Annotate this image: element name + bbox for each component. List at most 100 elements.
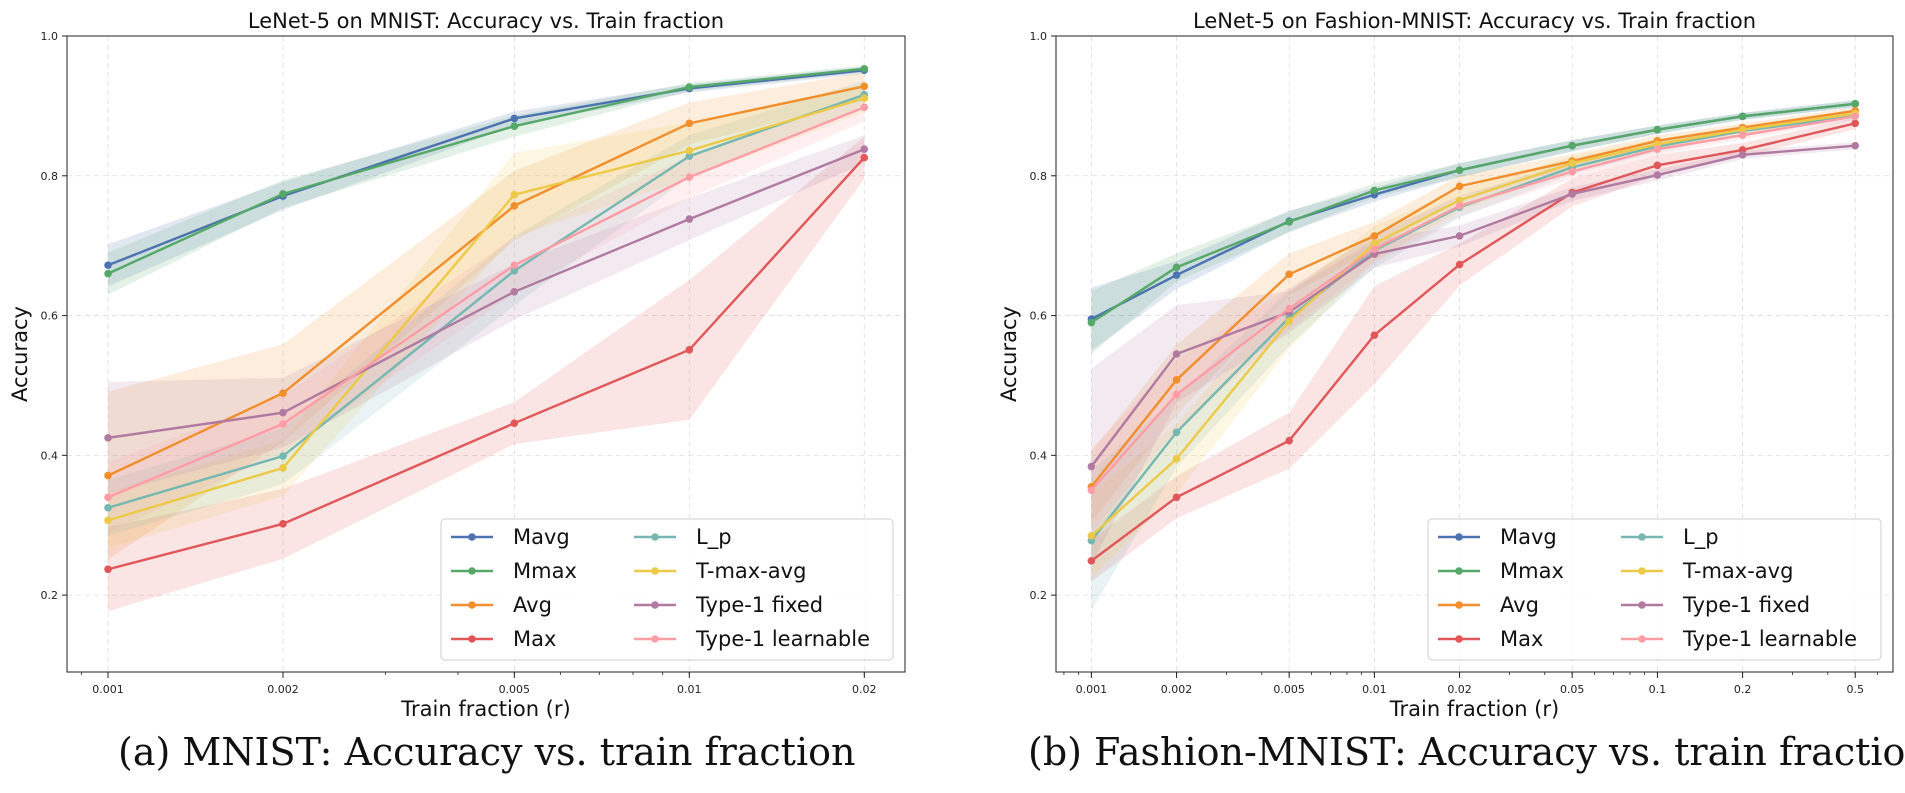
data-point-t-max-avg (1455, 196, 1464, 205)
y-axis-ticks: 0.2 0.4 0.6 0.8 1.0 (41, 30, 67, 602)
plot-frame (1055, 35, 1894, 673)
data-point-type-1-fixed (860, 145, 869, 154)
legend-item-type-1-fixed: Type-1 fixed (1621, 593, 1810, 617)
y-axis-label: Accuracy (997, 306, 1021, 402)
data-point-type-1-fixed (1455, 232, 1464, 240)
legend-item-type-1-learnable: Type-1 learnable (1621, 627, 1857, 651)
y-tick-label: 0.2 (41, 589, 59, 602)
x-tick-label: 0.5 (1846, 683, 1864, 696)
data-point-t-max-avg (1285, 317, 1293, 325)
legend-swatch-marker (1638, 567, 1646, 575)
data-point-max (1455, 260, 1464, 269)
x-axis-ticks: 0.001 0.002 0.005 0.01 0.02 0.05 0.1 0.2 0.5 (1076, 672, 1864, 696)
legend-label: L_p (696, 525, 732, 550)
y-tick-label: 1.0 (41, 30, 59, 43)
data-point-mmax (860, 65, 869, 73)
data-point-t-max-avg (510, 190, 519, 199)
legend-box (1427, 518, 1882, 661)
x-tick-label: 0.01 (677, 683, 702, 696)
x-tick-label: 0.005 (499, 683, 531, 696)
legend-swatch-marker (1455, 533, 1463, 541)
data-point-max (1851, 119, 1860, 128)
data-point-l-p (279, 452, 287, 460)
series-type-1-fixed (104, 145, 869, 442)
legend-item-mmax: Mmax (451, 559, 577, 583)
y-tick-label: 0.6 (41, 310, 59, 323)
legend-item-avg: Avg (451, 593, 552, 617)
data-point-mmax (1455, 166, 1464, 174)
data-point-type-1-fixed (104, 434, 112, 442)
data-point-l-p (685, 152, 694, 161)
data-point-l-p (510, 267, 519, 275)
band-max (1091, 117, 1856, 582)
legend-swatch-marker (468, 601, 476, 609)
data-point-type-1-fixed (1851, 141, 1860, 150)
data-point-t-max-avg (685, 146, 694, 155)
legend-swatch-marker (1455, 567, 1463, 575)
x-axis-ticks: 0.001 0.002 0.005 0.01 0.02 (92, 672, 877, 696)
legend-box (440, 518, 894, 661)
data-point-avg (104, 471, 112, 480)
legend-item-l-p: L_p (634, 525, 732, 550)
legend-item-avg: Avg (1438, 593, 1539, 617)
legend-label: Type-1 fixed (1682, 593, 1810, 617)
legend-swatch-marker (468, 533, 476, 541)
legend-label: Max (1500, 627, 1543, 651)
x-tick-label: 0.1 (1649, 683, 1667, 696)
series-type-1-learnable (1087, 112, 1860, 495)
x-tick-label: 0.002 (267, 683, 299, 696)
x-axis-label: Train fraction (r) (1389, 697, 1559, 721)
data-point-avg (279, 389, 287, 397)
legend-label: Type-1 learnable (695, 627, 870, 651)
data-point-type-1-learnable (104, 493, 112, 502)
data-point-type-1-fixed (1653, 171, 1662, 179)
data-point-mmax (510, 122, 519, 130)
legend-swatch-marker (468, 567, 476, 575)
legend-swatch-marker (1638, 601, 1646, 609)
y-tick-label: 0.2 (1030, 589, 1048, 602)
data-point-max (1370, 331, 1379, 339)
series-l-p (104, 90, 869, 512)
legend-item-max: Max (451, 627, 556, 651)
data-point-type-1-fixed (510, 287, 519, 296)
y-tick-label: 0.4 (41, 449, 59, 462)
data-point-t-max-avg (1172, 455, 1181, 463)
data-point-type-1-fixed (685, 215, 694, 223)
x-tick-label: 0.02 (1447, 683, 1472, 696)
chart-panel-fashion-mnist: 0.20.40.60.81.00.001 0.002 0.005 0.01 0.02 0.… (997, 9, 1894, 721)
data-point-type-1-learnable (860, 103, 869, 112)
legend-swatch-marker (651, 533, 659, 541)
x-tick-label: 0.05 (1560, 683, 1585, 696)
y-tick-label: 0.6 (1030, 310, 1048, 323)
legend-item-l-p: L_p (1621, 525, 1719, 550)
data-point-max (1653, 161, 1662, 170)
data-point-max (860, 153, 869, 162)
data-point-type-1-fixed (1568, 190, 1576, 198)
data-point-max (104, 565, 112, 574)
x-tick-label: 0.001 (1076, 683, 1108, 696)
data-point-avg (1370, 232, 1379, 240)
data-point-mavg (1172, 271, 1181, 279)
data-point-max (510, 419, 519, 427)
band-type-1-learnable (108, 93, 865, 533)
legend: Mavg Mmax Avg Max L_p T-max-avg Type-1 fixed Ty… (440, 518, 894, 661)
caption-b: (b) Fashion-MNIST: Accuracy vs. train fr… (1028, 730, 1905, 774)
legend-label: Mmax (1500, 559, 1564, 583)
y-axis-label: Accuracy (8, 306, 32, 402)
series-lines (1087, 99, 1860, 565)
data-point-t-max-avg (279, 464, 287, 472)
legend-label: Type-1 fixed (695, 593, 823, 617)
x-tick-label: 0.01 (1362, 683, 1387, 696)
data-point-max (685, 346, 694, 354)
data-point-max (1285, 436, 1293, 445)
data-point-type-1-fixed (279, 408, 287, 417)
data-point-mavg (510, 114, 519, 123)
data-point-max (1087, 557, 1096, 565)
data-point-type-1-learnable (279, 420, 287, 428)
data-point-t-max-avg (1738, 125, 1747, 134)
data-point-avg (510, 202, 519, 210)
legend-label: Avg (1500, 593, 1539, 617)
data-point-type-1-learnable (1087, 486, 1096, 495)
legend-item-mmax: Mmax (1438, 559, 1564, 583)
band-l-p (1091, 112, 1856, 611)
